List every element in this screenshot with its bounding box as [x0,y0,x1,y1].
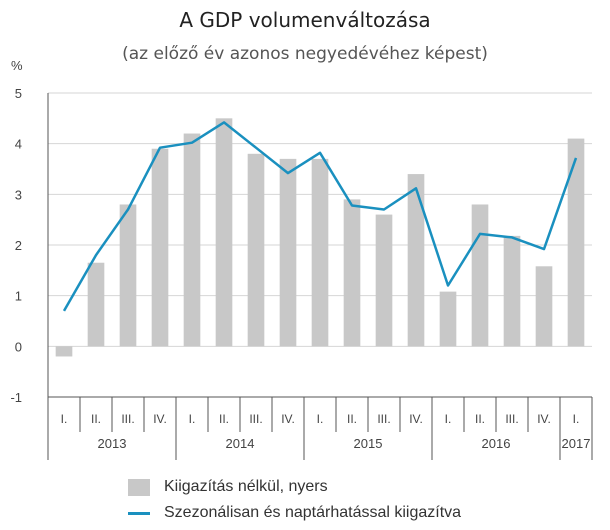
y-tick-label: 1 [15,289,22,304]
x-tick-label: II. [219,412,229,426]
year-label: 2017 [562,436,591,451]
y-tick-label: 4 [15,137,22,152]
x-tick-label: III. [377,412,390,426]
x-tick-label: IV. [409,412,423,426]
year-label: 2013 [98,436,127,451]
bar [87,262,105,347]
x-tick-label: I. [445,412,452,426]
x-tick-label: IV. [153,412,167,426]
bar [215,118,233,347]
bar [343,199,361,347]
year-label: 2014 [226,436,255,451]
series-line [62,121,578,312]
x-tick-label: I. [317,412,324,426]
bar [407,174,425,347]
bar [247,153,265,347]
bar [183,133,201,347]
legend-item-raw: Kiigazítás nélkül, nyers [128,475,461,499]
legend-swatch-line [128,511,150,515]
x-tick-label: III. [505,412,518,426]
x-tick-label: III. [249,412,262,426]
x-tick-label: IV. [281,412,295,426]
legend-label-adjusted: Szezonálisan és naptárhatással kiigazítv… [164,504,462,521]
bar [567,138,585,347]
bar [375,214,393,347]
bar [279,158,297,347]
bar [503,235,521,347]
legend-label-raw: Kiigazítás nélkül, nyers [164,478,328,495]
legend-item-adjusted: Szezonálisan és naptárhatással kiigazítv… [128,501,461,525]
x-tick-label: II. [91,412,101,426]
x-tick-label: I. [573,412,580,426]
bar [151,148,169,347]
gdp-chart: 5 4 3 2 1 0 -1% I. II. III. IV. I. II. III. IV. I. II. II… [10,58,593,460]
y-tick-label: 2 [15,238,22,253]
x-tick-label: I. [61,412,68,426]
year-label: 2016 [482,436,511,451]
y-axis-label: % [11,58,23,73]
y-tick-label: 3 [15,187,22,202]
x-tick-label: II. [347,412,357,426]
y-tick-label: -1 [10,390,22,405]
x-tick-label: II. [475,412,485,426]
bar [471,204,489,347]
y-tick-label: 5 [15,86,22,101]
legend-swatch-bar [128,478,150,496]
bar [311,158,329,347]
x-tick-label: IV. [537,412,551,426]
bar [55,346,73,357]
bar [535,266,553,347]
bar [439,291,457,347]
legend: Kiigazítás nélkül, nyers Szezonálisan és… [128,475,461,527]
year-label: 2015 [354,436,383,451]
y-tick-label: 0 [15,339,22,354]
chart-title: A GDP volumenváltozása [179,8,431,32]
chart-subtitle: (az előző év azonos negyedévéhez képest) [122,44,488,64]
x-tick-label: III. [121,412,134,426]
x-tick-label: I. [189,412,196,426]
bar [119,204,137,347]
